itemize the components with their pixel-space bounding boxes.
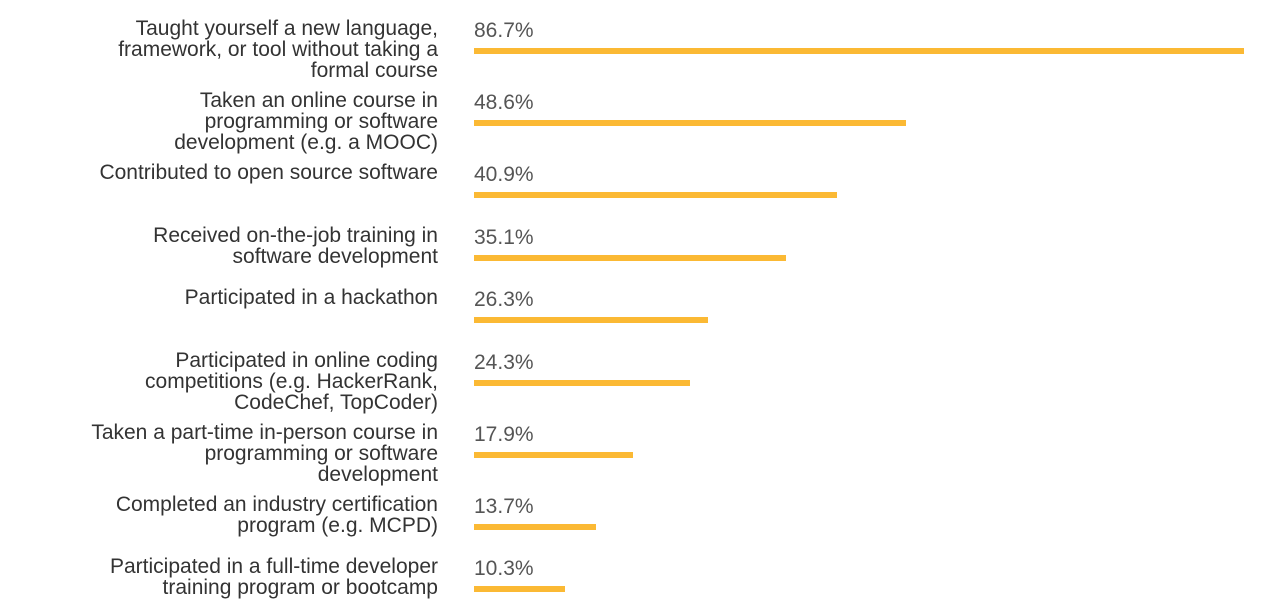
category-label: Received on-the-job training in software…: [153, 224, 438, 268]
value-label: 86.7%: [474, 19, 534, 42]
value-label: 26.3%: [474, 288, 534, 311]
bar: [474, 192, 837, 198]
bar: [474, 586, 565, 592]
bar: [474, 524, 596, 530]
value-label: 10.3%: [474, 557, 534, 580]
bar: [474, 317, 708, 323]
value-label: 40.9%: [474, 163, 534, 186]
category-label: Participated in a hackathon: [184, 286, 438, 309]
category-label: Taken an online course in programming or…: [174, 89, 438, 154]
category-label: Taken a part-time in-person course in pr…: [91, 421, 438, 486]
bar: [474, 120, 906, 126]
bar: [474, 48, 1244, 54]
category-label: Participated in online coding competitio…: [145, 349, 438, 414]
value-label: 35.1%: [474, 226, 534, 249]
bar: [474, 452, 633, 458]
value-label: 24.3%: [474, 351, 534, 374]
category-label: Participated in a full-time developer tr…: [109, 555, 438, 599]
bar: [474, 380, 690, 386]
value-label: 48.6%: [474, 91, 534, 114]
category-label: Contributed to open source software: [99, 161, 438, 184]
bar: [474, 255, 786, 261]
category-label: Taught yourself a new language, framewor…: [118, 17, 438, 82]
category-label: Completed an industry certification prog…: [115, 493, 438, 537]
value-label: 13.7%: [474, 495, 534, 518]
value-label: 17.9%: [474, 423, 534, 446]
